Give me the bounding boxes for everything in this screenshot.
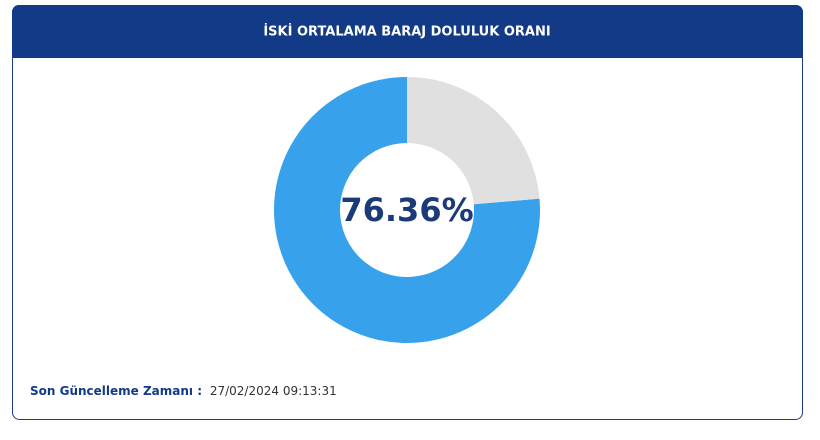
donut-segment xyxy=(407,77,540,205)
footer-label: Son Güncelleme Zamanı : xyxy=(30,384,202,398)
chart-title: İSKİ ORTALAMA BARAJ DOLULUK ORANI xyxy=(263,24,550,40)
footer-value: 27/02/2024 09:13:31 xyxy=(210,384,337,398)
card-header xyxy=(12,5,803,58)
donut-segment xyxy=(274,77,540,343)
footer: Son Güncelleme Zamanı : 27/02/2024 09:13… xyxy=(30,384,337,398)
center-label: 76.36% xyxy=(340,191,473,229)
